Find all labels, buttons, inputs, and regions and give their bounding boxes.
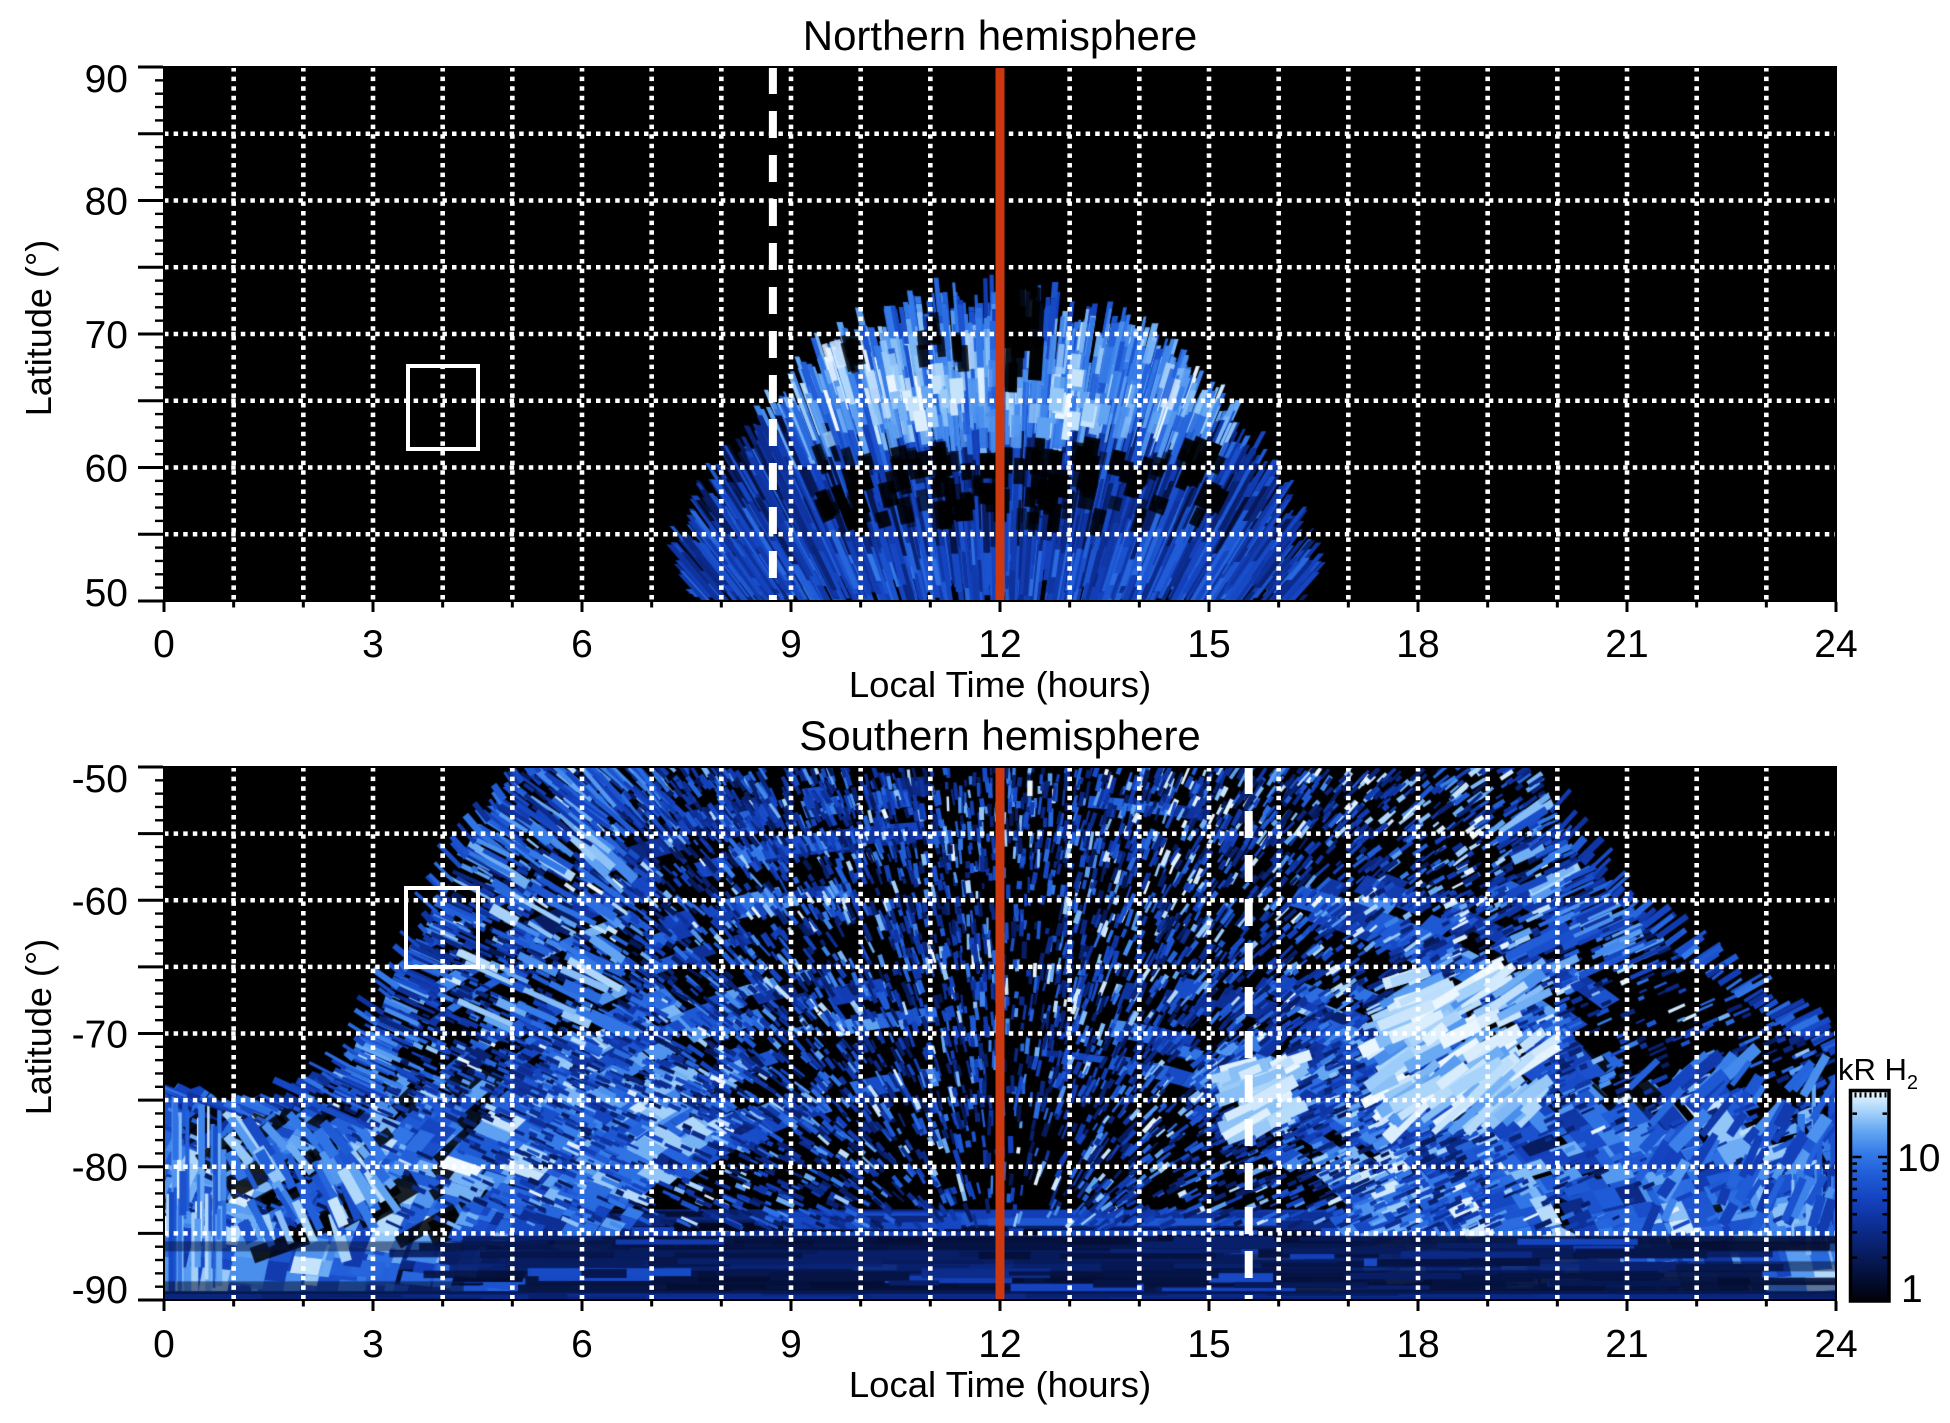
svg-text:Latitude (°): Latitude (°): [18, 240, 59, 416]
svg-text:Northern hemisphere: Northern hemisphere: [803, 12, 1198, 59]
svg-text:15: 15: [1187, 1323, 1230, 1366]
svg-text:12: 12: [978, 623, 1021, 666]
svg-text:6: 6: [571, 623, 593, 666]
svg-text:0: 0: [153, 623, 175, 666]
svg-text:12: 12: [978, 1323, 1021, 1366]
svg-text:-90: -90: [72, 1269, 128, 1312]
svg-text:9: 9: [780, 1323, 802, 1366]
svg-text:80: 80: [85, 181, 128, 224]
svg-text:kR H2: kR H2: [1838, 1052, 1918, 1094]
svg-text:Local Time (hours): Local Time (hours): [849, 1364, 1151, 1405]
svg-text:10: 10: [1897, 1137, 1940, 1180]
svg-text:50: 50: [85, 572, 128, 615]
svg-text:21: 21: [1605, 1323, 1648, 1366]
svg-text:-70: -70: [72, 1014, 128, 1057]
svg-text:-60: -60: [72, 881, 128, 924]
svg-text:18: 18: [1396, 623, 1439, 666]
svg-text:3: 3: [362, 623, 384, 666]
svg-text:60: 60: [85, 448, 128, 491]
svg-text:24: 24: [1814, 623, 1857, 666]
svg-text:24: 24: [1814, 1323, 1857, 1366]
svg-text:-80: -80: [72, 1147, 128, 1190]
svg-text:21: 21: [1605, 623, 1648, 666]
svg-text:3: 3: [362, 1323, 384, 1366]
svg-text:70: 70: [85, 314, 128, 357]
svg-text:Southern hemisphere: Southern hemisphere: [799, 712, 1201, 759]
svg-text:90: 90: [85, 58, 128, 101]
svg-text:0: 0: [153, 1323, 175, 1366]
svg-text:-50: -50: [72, 758, 128, 801]
svg-text:18: 18: [1396, 1323, 1439, 1366]
svg-text:Latitude (°): Latitude (°): [18, 939, 59, 1115]
svg-text:9: 9: [780, 623, 802, 666]
svg-text:6: 6: [571, 1323, 593, 1366]
svg-text:15: 15: [1187, 623, 1230, 666]
svg-text:1: 1: [1901, 1268, 1923, 1311]
svg-text:Local Time (hours): Local Time (hours): [849, 664, 1151, 705]
